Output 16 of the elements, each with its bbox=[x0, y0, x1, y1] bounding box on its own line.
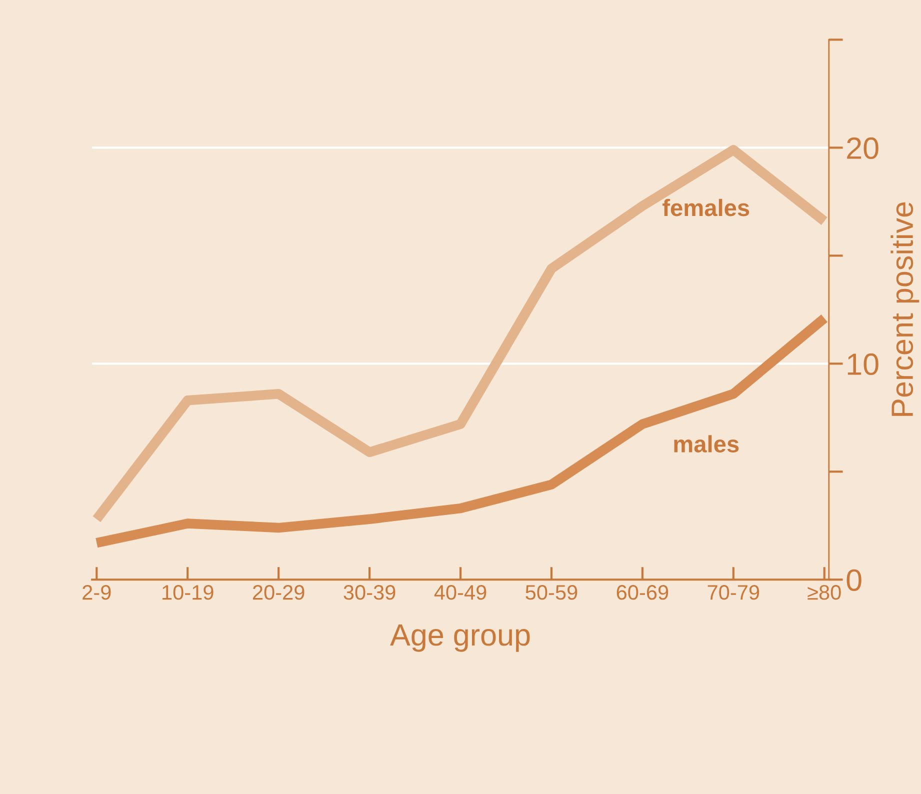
series-label: males bbox=[674, 435, 739, 452]
x-tick-label: ≥80 bbox=[808, 585, 841, 600]
x-tick-label: 40-49 bbox=[434, 585, 486, 600]
y-tick-label: 20 bbox=[847, 137, 878, 160]
x-tick-label: 10-19 bbox=[162, 585, 214, 600]
x-tick-label: 20-29 bbox=[252, 585, 304, 600]
x-tick-label: 30-39 bbox=[344, 585, 396, 600]
y-tick-label: 10 bbox=[848, 353, 878, 376]
x-axis-title: Age group bbox=[390, 624, 530, 652]
x-tick-label: 60-69 bbox=[616, 585, 668, 600]
x-tick-label: 70-79 bbox=[708, 585, 760, 600]
x-tick-label: 50-59 bbox=[526, 585, 578, 600]
series-label: females bbox=[662, 198, 750, 216]
x-tick-label: 2-9 bbox=[82, 585, 111, 600]
y-tick-label: 0 bbox=[846, 569, 862, 591]
y-axis-title: Percent positive bbox=[890, 202, 920, 416]
